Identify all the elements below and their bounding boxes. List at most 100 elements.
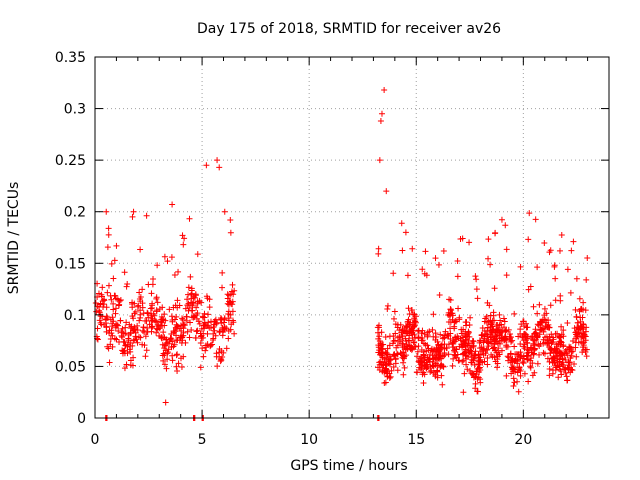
data-point bbox=[570, 238, 577, 245]
data-point bbox=[405, 337, 412, 344]
data-point bbox=[109, 314, 116, 321]
x-tick-label: 5 bbox=[198, 432, 207, 448]
data-point bbox=[194, 310, 201, 317]
data-point bbox=[134, 339, 141, 346]
data-point bbox=[209, 336, 216, 343]
data-point bbox=[139, 286, 146, 293]
data-point bbox=[527, 363, 534, 370]
data-point bbox=[109, 320, 116, 327]
data-point bbox=[188, 290, 195, 297]
data-point bbox=[576, 295, 583, 302]
data-point bbox=[503, 372, 510, 379]
data-point bbox=[99, 284, 106, 291]
data-point bbox=[436, 292, 443, 299]
data-point bbox=[583, 353, 590, 360]
data-point bbox=[573, 313, 580, 320]
data-point bbox=[161, 361, 168, 368]
data-point bbox=[527, 357, 534, 364]
data-point bbox=[116, 297, 123, 304]
data-point bbox=[488, 321, 495, 328]
data-point bbox=[197, 340, 204, 347]
data-point bbox=[399, 340, 406, 347]
data-point bbox=[496, 311, 503, 318]
data-point bbox=[546, 333, 553, 340]
data-point bbox=[455, 305, 462, 312]
data-point bbox=[143, 329, 150, 336]
data-point bbox=[207, 342, 214, 349]
data-point bbox=[469, 338, 476, 345]
data-point bbox=[97, 313, 104, 320]
data-point bbox=[563, 373, 570, 380]
data-point bbox=[530, 342, 537, 349]
data-point bbox=[190, 312, 197, 319]
data-point bbox=[158, 334, 165, 341]
data-point bbox=[508, 356, 515, 363]
data-point bbox=[154, 262, 161, 269]
data-point bbox=[143, 212, 150, 219]
data-point bbox=[211, 327, 218, 334]
data-point bbox=[196, 320, 203, 327]
y-tick-label: 0.25 bbox=[55, 153, 86, 169]
data-point bbox=[375, 245, 382, 252]
data-point bbox=[472, 348, 479, 355]
data-point bbox=[440, 353, 447, 360]
data-point bbox=[419, 327, 426, 334]
y-tick-label: 0.3 bbox=[64, 102, 86, 118]
data-point bbox=[531, 346, 538, 353]
data-point bbox=[182, 339, 189, 346]
data-point bbox=[400, 359, 407, 366]
data-point bbox=[514, 356, 521, 363]
data-point bbox=[524, 356, 531, 363]
data-point bbox=[474, 295, 481, 302]
data-point bbox=[509, 337, 516, 344]
data-point bbox=[169, 201, 176, 208]
data-point bbox=[496, 337, 503, 344]
data-point bbox=[137, 311, 144, 318]
data-point bbox=[96, 304, 103, 311]
data-point bbox=[403, 341, 410, 348]
data-point bbox=[392, 356, 399, 363]
data-point bbox=[514, 378, 521, 385]
data-point bbox=[185, 284, 192, 291]
data-point bbox=[472, 273, 479, 280]
data-point bbox=[483, 313, 490, 320]
data-point bbox=[574, 319, 581, 326]
data-point bbox=[159, 304, 166, 311]
data-point bbox=[122, 324, 129, 331]
data-point bbox=[418, 365, 425, 372]
data-point bbox=[130, 354, 137, 361]
data-point bbox=[449, 339, 456, 346]
data-point bbox=[550, 336, 557, 343]
data-point bbox=[168, 335, 175, 342]
data-point bbox=[381, 87, 388, 94]
data-point bbox=[112, 305, 119, 312]
data-point bbox=[543, 319, 550, 326]
data-point bbox=[398, 220, 405, 227]
data-point bbox=[166, 306, 173, 313]
data-point bbox=[154, 299, 161, 306]
data-point bbox=[194, 298, 201, 305]
data-point bbox=[174, 325, 181, 332]
data-point bbox=[104, 244, 111, 251]
data-point bbox=[200, 334, 207, 341]
data-point bbox=[467, 314, 474, 321]
data-point bbox=[582, 307, 589, 314]
data-point bbox=[197, 364, 204, 371]
data-point bbox=[546, 249, 553, 256]
data-point bbox=[104, 314, 111, 321]
data-point bbox=[376, 349, 383, 356]
data-point bbox=[374, 364, 381, 371]
data-point bbox=[178, 355, 185, 362]
data-point bbox=[494, 364, 501, 371]
data-point bbox=[376, 359, 383, 366]
data-point bbox=[484, 361, 491, 368]
data-point bbox=[536, 351, 543, 358]
data-point bbox=[127, 343, 134, 350]
data-point bbox=[161, 322, 168, 329]
data-point bbox=[559, 359, 566, 366]
data-point bbox=[389, 340, 396, 347]
data-point bbox=[537, 341, 544, 348]
data-point bbox=[407, 319, 414, 326]
data-point bbox=[472, 385, 479, 392]
data-point bbox=[149, 300, 156, 307]
